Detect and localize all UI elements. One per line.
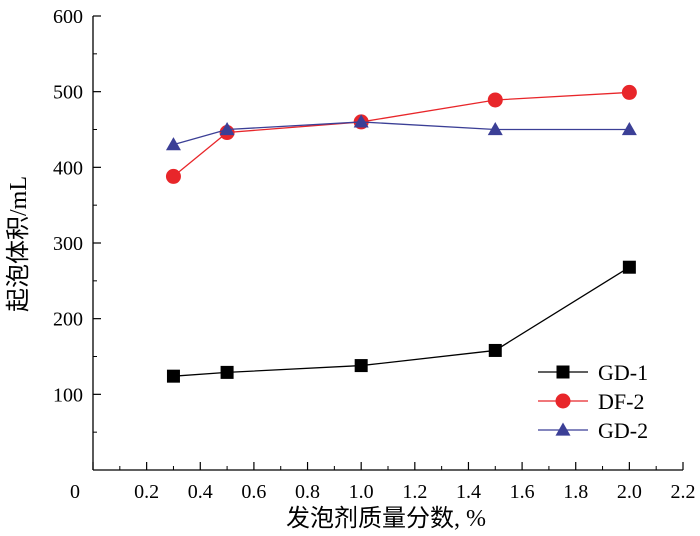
data-point-triangle (219, 122, 235, 136)
series-gd-2 (165, 114, 637, 151)
legend-item-gd-1: GD-1 (538, 360, 648, 385)
legend-label: DF-2 (598, 389, 644, 414)
legend: GD-1 DF-2 GD-2 (538, 360, 648, 443)
data-point-square (166, 369, 180, 383)
axes: 0 0.2 0.4 0.6 0.8 1.0 1.2 1.4 1.6 1.8 2.0 2.2 100 200… (53, 6, 696, 503)
data-point-triangle (487, 122, 503, 136)
data-point-circle (621, 84, 637, 100)
series-line (173, 91, 630, 177)
data-point-square (556, 365, 570, 379)
y-tick-label: 300 (53, 233, 83, 255)
x-tick-label: 0.8 (295, 481, 320, 503)
y-axis-title: 起泡体积/mL (5, 176, 32, 312)
data-point-square (622, 260, 636, 274)
x-tick-label: 0.2 (134, 481, 159, 503)
data-point-circle (555, 393, 571, 409)
data-point-square (488, 343, 502, 357)
series-gd-1 (166, 260, 636, 383)
legend-item-gd-2: GD-2 (538, 418, 648, 443)
y-tick-label: 400 (53, 157, 83, 179)
legend-label: GD-1 (598, 360, 648, 385)
data-point-circle (165, 168, 181, 184)
data-point-triangle (621, 122, 637, 136)
legend-item-df-2: DF-2 (538, 389, 644, 414)
x-tick-label: 1.4 (456, 481, 481, 503)
data-point-square (220, 365, 234, 379)
data-point-square (354, 359, 368, 373)
data-point-circle (487, 92, 503, 108)
x-axis-title: 发泡剂质量分数, % (286, 505, 486, 532)
series-layer (165, 84, 637, 383)
series-df-2 (165, 84, 637, 184)
x-tick-label: 1.8 (563, 481, 588, 503)
x-tick-label: 0.4 (188, 481, 213, 503)
series-line (173, 121, 630, 146)
legend-label: GD-2 (598, 418, 648, 443)
data-point-triangle (555, 422, 571, 436)
x-tick-label: 1.6 (510, 481, 535, 503)
x-tick-label: 2.0 (617, 481, 642, 503)
y-tick-label: 100 (53, 384, 83, 406)
series-line (173, 266, 630, 377)
data-point-triangle (165, 137, 181, 151)
y-tick-label: 500 (53, 82, 83, 104)
y-tick-label: 200 (53, 309, 83, 331)
x-tick-label: 2.2 (671, 481, 696, 503)
y-tick-label: 600 (53, 6, 83, 28)
x-tick-label: 1.2 (402, 481, 427, 503)
data-point-triangle (353, 114, 369, 128)
x-tick-label: 0.6 (241, 481, 266, 503)
x-tick-label: 0 (70, 481, 80, 503)
x-tick-label: 1.0 (349, 481, 374, 503)
